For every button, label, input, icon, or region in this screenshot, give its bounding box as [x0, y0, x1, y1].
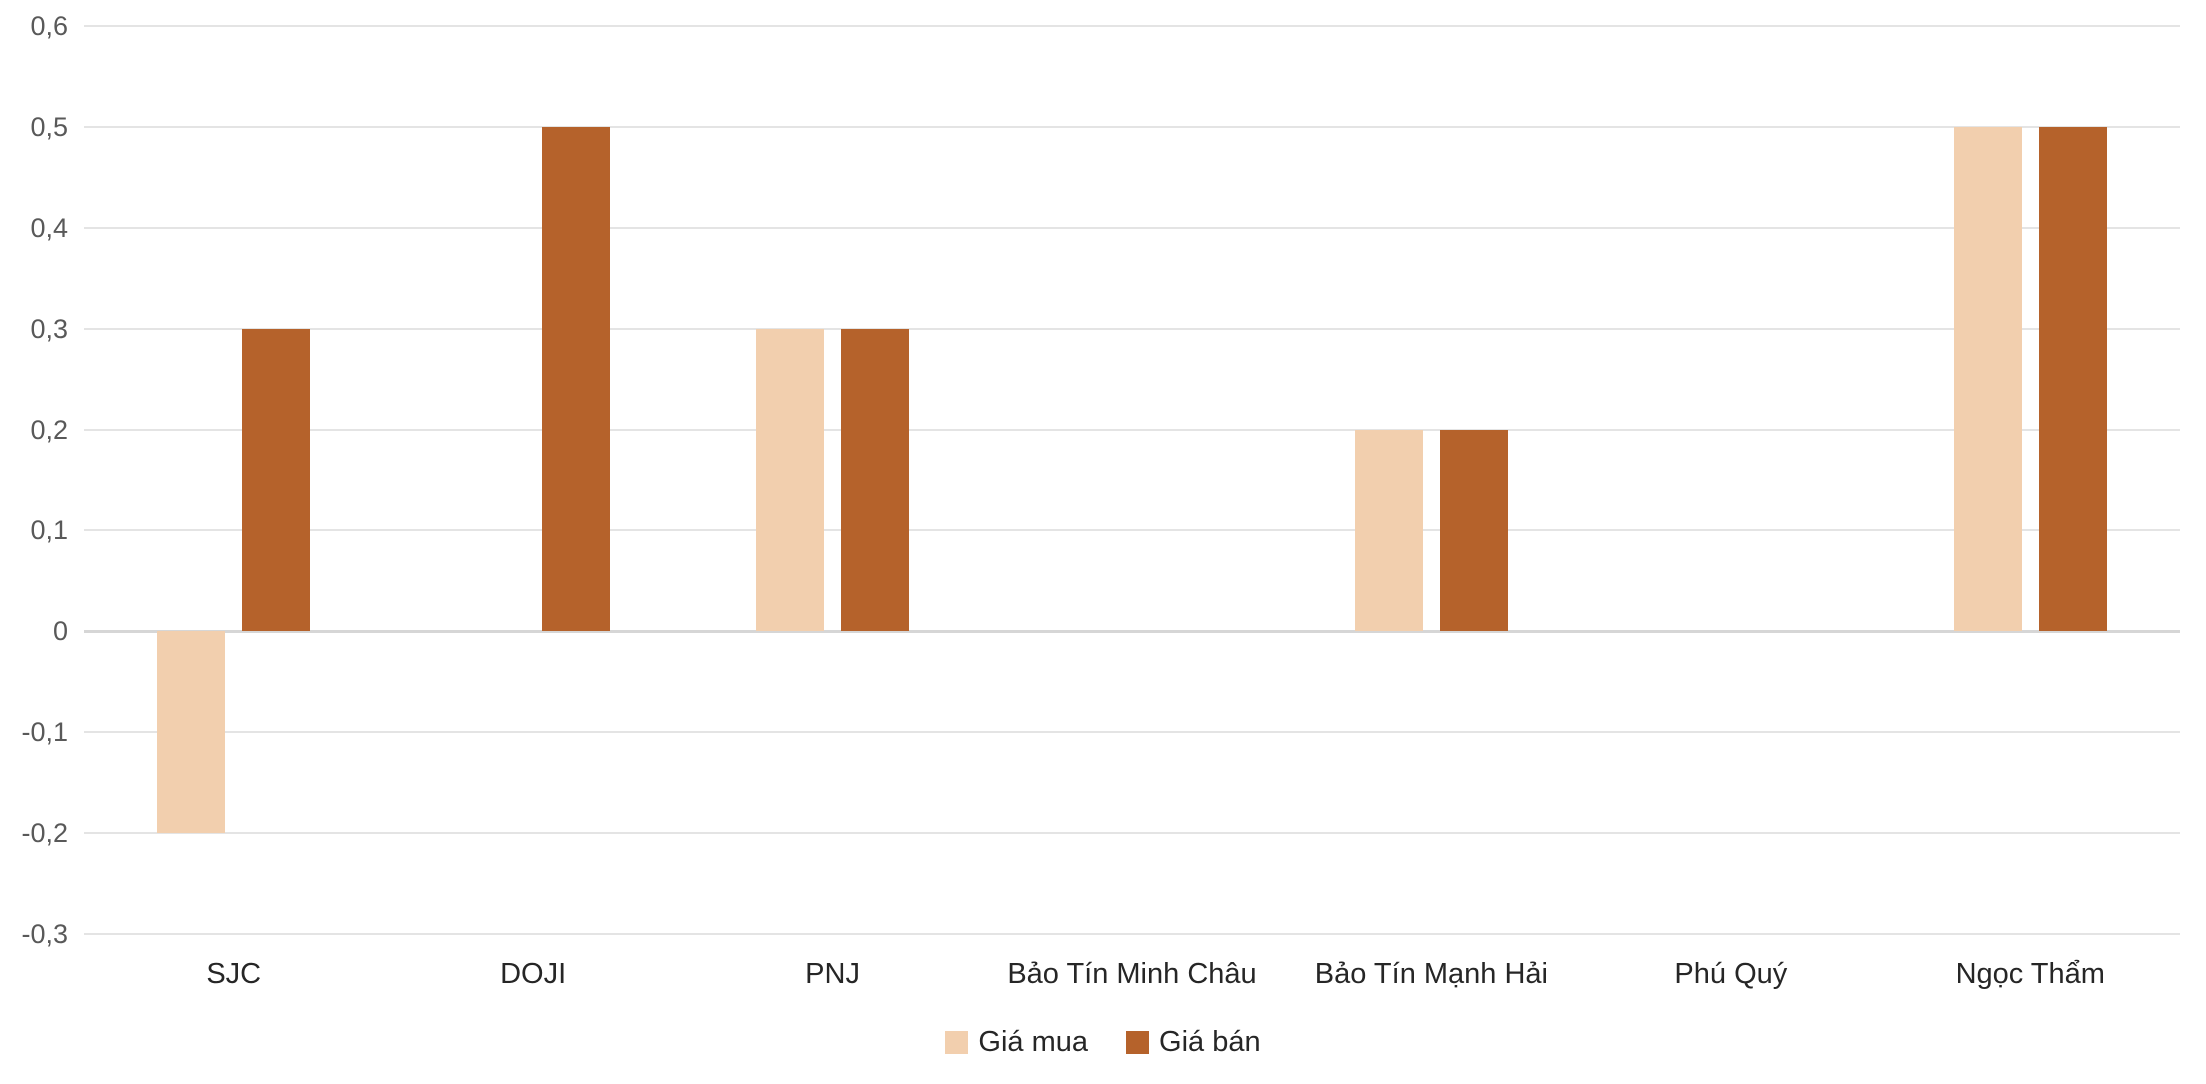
gridline	[84, 428, 2180, 431]
zero-axis-line	[84, 629, 2180, 633]
y-axis-tick-label: 0,3	[30, 313, 68, 344]
legend-swatch-icon	[1126, 1030, 1150, 1054]
legend-label: Giá bán	[1159, 1025, 1261, 1058]
legend-item: Giá bán	[1126, 1026, 1261, 1059]
x-axis-category-label: Bảo Tín Minh Châu	[1007, 958, 1257, 990]
y-axis-tick-label: 0,2	[30, 414, 68, 445]
y-axis-tick-label: 0,6	[30, 11, 68, 41]
gridline	[84, 529, 2180, 532]
y-axis-tick-label: -0,2	[21, 818, 68, 849]
legend-swatch-icon	[945, 1030, 969, 1054]
gridline	[84, 933, 2180, 935]
y-axis-tick-label: 0,1	[30, 515, 68, 546]
legend-item: Giá mua	[945, 1026, 1088, 1059]
legend-label: Giá mua	[978, 1025, 1089, 1058]
x-axis-category-label: Bảo Tín Mạnh Hải	[1314, 958, 1549, 990]
gridline	[84, 25, 2180, 27]
bar-gia-ban	[541, 126, 610, 632]
y-axis-tick-label: 0	[52, 616, 68, 647]
bar-gia-ban	[242, 328, 311, 632]
x-axis-category-label: SJC	[206, 958, 262, 990]
x-axis-category-label: DOJI	[500, 958, 567, 990]
bar-gia-ban	[2038, 126, 2107, 632]
x-axis-category-label: Ngọc Thẩm	[1955, 958, 2105, 990]
gridline	[84, 226, 2180, 229]
x-axis-category-label: PNJ	[805, 958, 860, 990]
gridline	[84, 125, 2180, 128]
y-axis-tick-label: -0,1	[21, 717, 68, 748]
y-axis-tick-label: 0,5	[30, 111, 68, 142]
bar-gia-mua	[1354, 429, 1423, 632]
y-axis-tick-label: 0,4	[30, 212, 68, 243]
gridline	[84, 731, 2180, 734]
bar-gia-mua	[756, 328, 825, 632]
x-axis-category-label: Phú Quý	[1674, 958, 1788, 990]
y-axis-tick-label: -0,3	[21, 919, 68, 949]
chart-legend: Giá mua Giá bán	[0, 1018, 2206, 1066]
bar-gia-ban	[1439, 429, 1508, 632]
bar-gia-mua	[157, 631, 226, 834]
gridline	[84, 327, 2180, 330]
bar-gia-ban	[841, 328, 910, 632]
bar-gia-mua	[1953, 126, 2022, 632]
gridline	[84, 832, 2180, 835]
